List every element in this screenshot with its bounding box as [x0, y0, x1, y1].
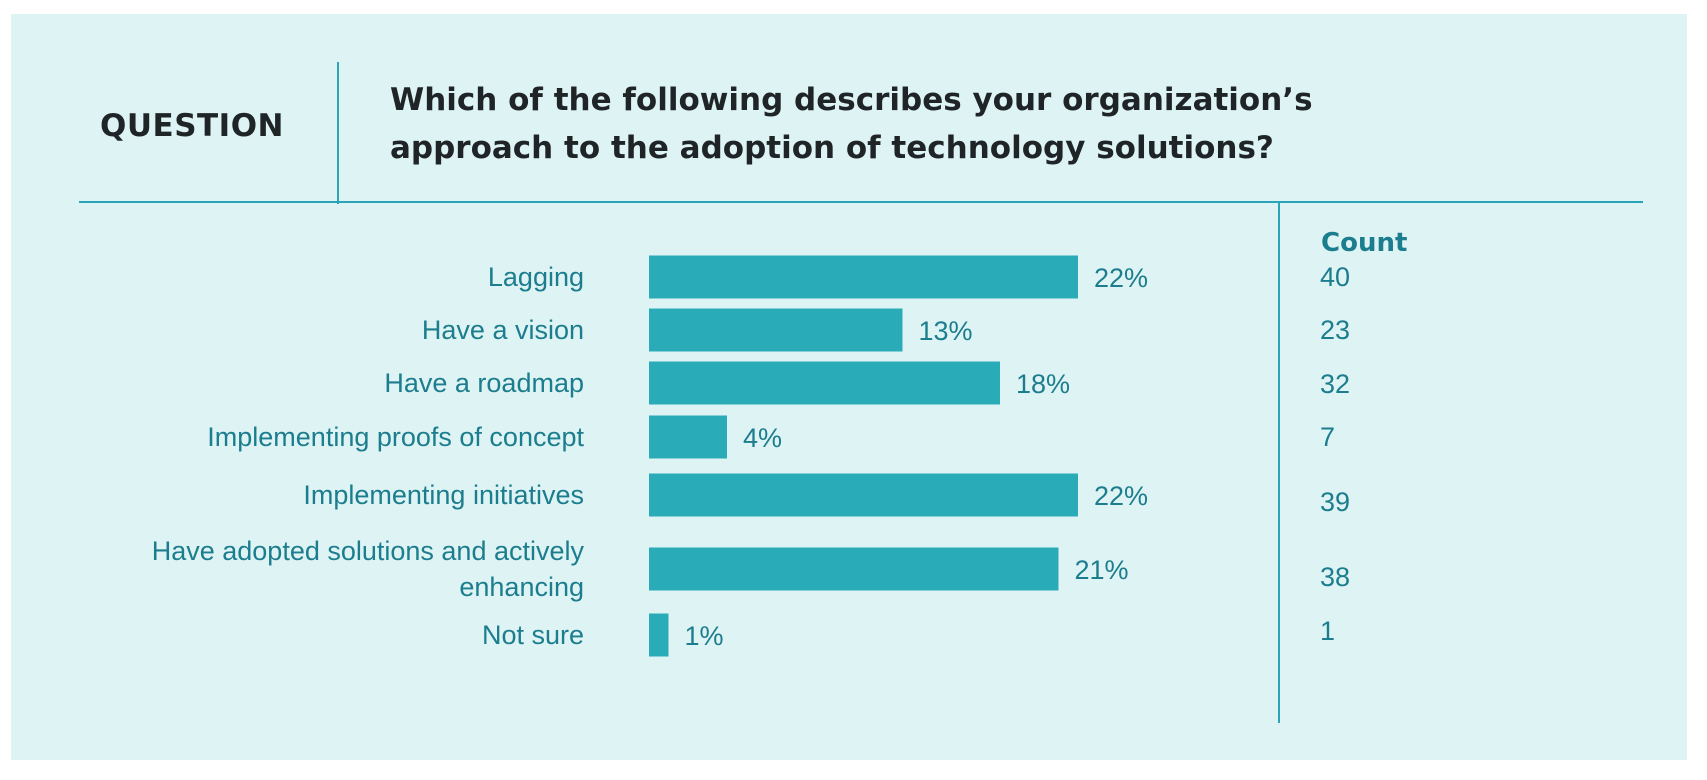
bar-6: [649, 613, 669, 657]
count-value-5: 38: [1320, 562, 1351, 592]
category-label-6: Not sure: [481, 620, 584, 650]
bar-3: [649, 415, 727, 459]
bar-0: [649, 255, 1078, 299]
category-label-5: Have adopted solutions and actively enha…: [151, 536, 584, 602]
question-label: QUESTION: [100, 108, 285, 144]
bar-5: [649, 547, 1059, 591]
value-label-6: 1%: [685, 621, 724, 651]
value-label-1: 13%: [919, 316, 973, 346]
count-value-4: 39: [1320, 487, 1351, 517]
question-text: Which of the following describes your or…: [390, 82, 1313, 166]
chart-panel: QUESTION Which of the following describe…: [11, 14, 1687, 760]
count-value-1: 23: [1320, 315, 1351, 345]
count-column-divider: [1278, 203, 1280, 723]
count-value-6: 1: [1320, 616, 1336, 646]
category-label-0: Lagging: [487, 262, 584, 292]
bar-2: [649, 361, 1000, 405]
category-label-3: Implementing proofs of concept: [207, 422, 584, 452]
count-header: Count: [1321, 228, 1408, 258]
value-label-2: 18%: [1016, 369, 1070, 399]
value-label-3: 4%: [743, 423, 782, 453]
count-value-3: 7: [1320, 422, 1336, 452]
category-label-1: Have a vision: [421, 315, 584, 345]
value-label-0: 22%: [1094, 263, 1148, 293]
bar-4: [649, 473, 1078, 517]
horizontal-divider: [79, 201, 1643, 203]
category-label-2: Have a roadmap: [384, 368, 584, 398]
header-divider: [337, 62, 339, 204]
count-value-2: 32: [1320, 369, 1351, 399]
bar-chart: 22% 13% 18% 4% 22% 21% 1%: [649, 255, 1148, 657]
category-label-4: Implementing initiatives: [303, 480, 584, 510]
value-label-5: 21%: [1075, 555, 1129, 585]
count-value-0: 40: [1320, 262, 1351, 292]
bar-1: [649, 308, 903, 352]
value-label-4: 22%: [1094, 481, 1148, 511]
